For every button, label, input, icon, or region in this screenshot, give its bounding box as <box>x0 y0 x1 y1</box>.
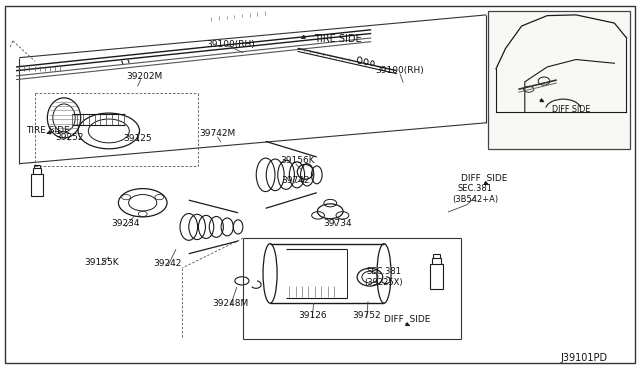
Text: 39742: 39742 <box>281 176 309 185</box>
Text: 39202M: 39202M <box>126 72 162 81</box>
Text: DIFF  SIDE: DIFF SIDE <box>385 315 431 324</box>
Text: 39156K: 39156K <box>280 156 315 165</box>
Text: DIFF SIDE: DIFF SIDE <box>552 105 590 114</box>
Text: SEC.381
(39225X): SEC.381 (39225X) <box>365 267 403 287</box>
Text: 39155K: 39155K <box>84 258 118 267</box>
Bar <box>488 11 630 149</box>
Text: TIRE SIDE: TIRE SIDE <box>314 34 361 44</box>
Text: 39742M: 39742M <box>200 129 236 138</box>
Text: 39752: 39752 <box>353 311 381 320</box>
Text: 39734: 39734 <box>323 219 351 228</box>
Text: 39242: 39242 <box>154 259 182 268</box>
Text: 39100(RH): 39100(RH) <box>376 66 424 75</box>
Text: 39125: 39125 <box>124 134 152 143</box>
Bar <box>431 264 443 289</box>
Text: 39126: 39126 <box>298 311 326 320</box>
Text: DIFF  SIDE: DIFF SIDE <box>461 174 508 183</box>
Bar <box>31 174 43 196</box>
Text: 39252: 39252 <box>55 133 83 142</box>
Text: 39100(RH): 39100(RH) <box>206 40 255 49</box>
Text: SEC.381
(3B542+A): SEC.381 (3B542+A) <box>452 185 498 204</box>
Text: J39101PD: J39101PD <box>560 353 607 363</box>
Text: 39248M: 39248M <box>212 299 248 308</box>
Text: TIRE SIDE: TIRE SIDE <box>26 126 69 135</box>
Text: 39234: 39234 <box>111 219 140 228</box>
